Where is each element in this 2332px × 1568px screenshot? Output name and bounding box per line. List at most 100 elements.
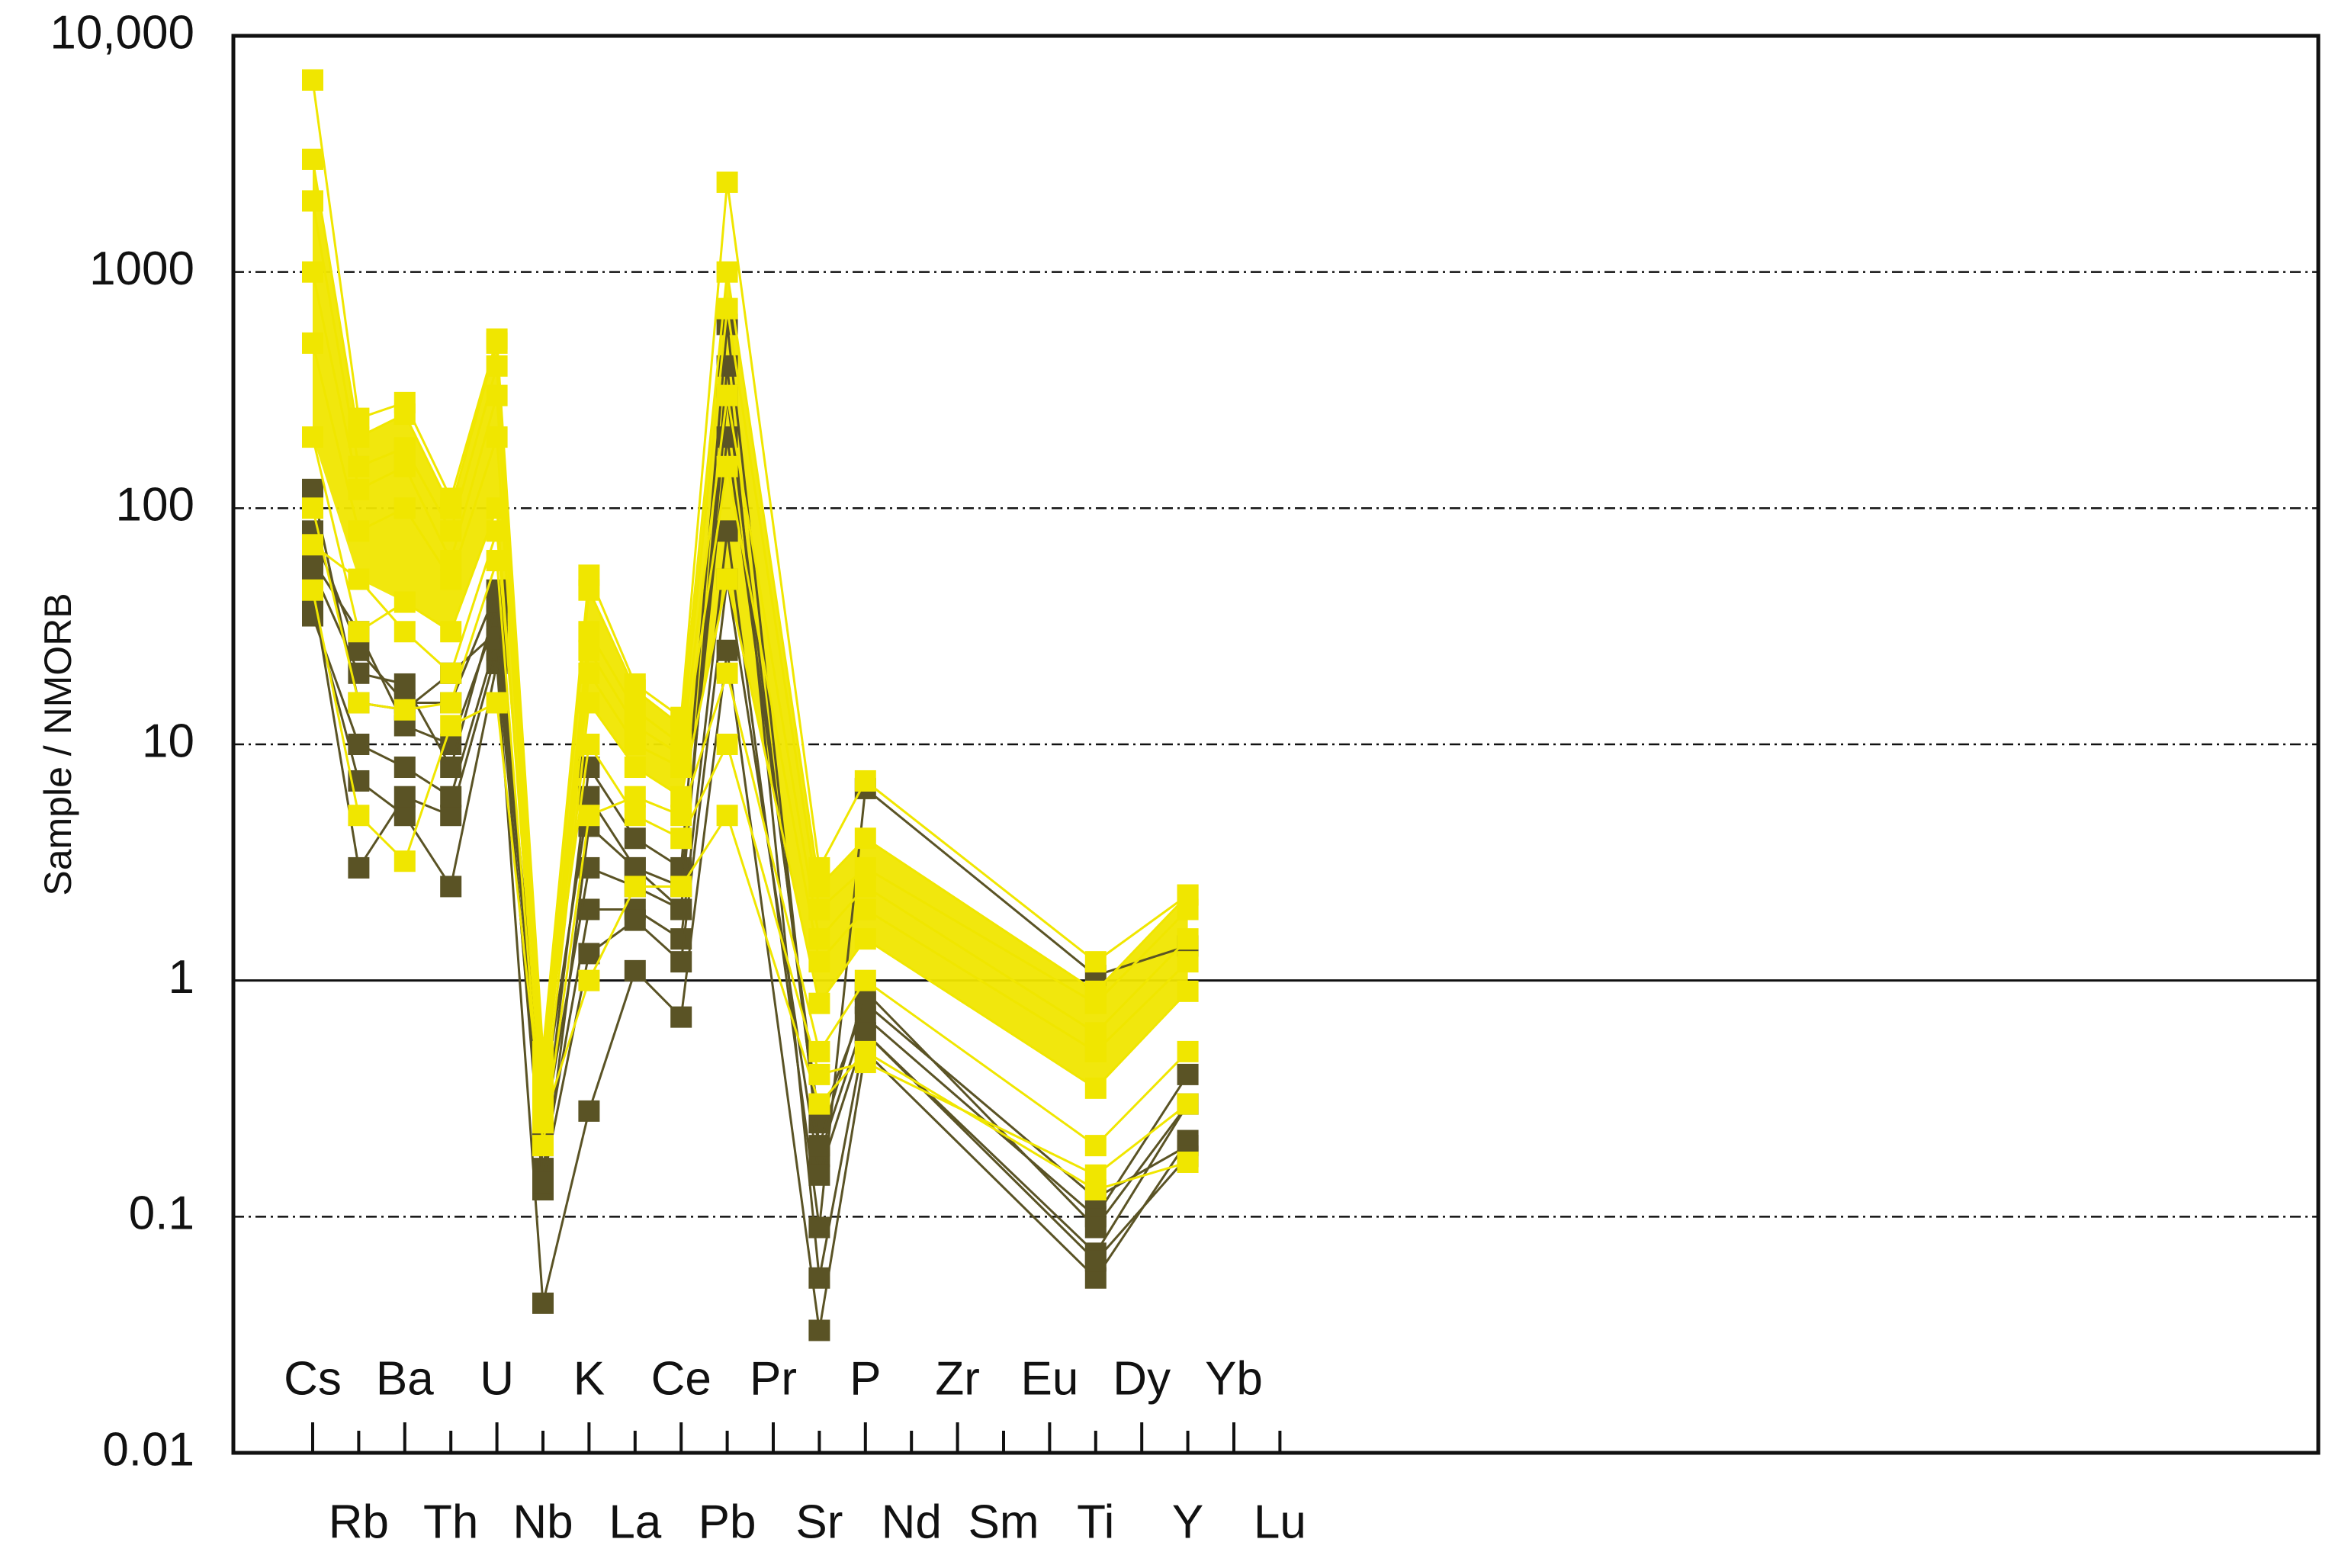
data-point-yellow — [670, 876, 692, 898]
data-point-yellow — [393, 850, 416, 872]
data-point-yellow — [716, 384, 738, 406]
data-point-dark — [1177, 1063, 1199, 1085]
data-point-yellow — [808, 1063, 830, 1085]
x-tick-label: Th — [423, 1496, 478, 1548]
y-tick-label: 1 — [169, 951, 194, 1004]
data-bands — [313, 159, 1188, 1104]
data-point-yellow — [393, 621, 416, 643]
y-tick-label: 0.01 — [102, 1423, 194, 1476]
x-tick-label: Y — [1172, 1496, 1203, 1548]
data-point-dark — [670, 898, 692, 921]
data-point-yellow — [348, 621, 370, 643]
data-point-yellow — [854, 928, 876, 950]
y-axis-label: Sample / NMORB — [37, 593, 79, 895]
x-tick-label: Rb — [329, 1496, 389, 1548]
data-point-dark — [670, 928, 692, 950]
x-tick-label: Ba — [376, 1352, 434, 1405]
x-tick-label: Ti — [1077, 1496, 1114, 1548]
data-point-dark — [348, 856, 370, 879]
data-point-yellow — [1177, 951, 1199, 973]
y-tick-label: 10,000 — [50, 6, 194, 59]
data-point-yellow — [348, 478, 370, 500]
data-point-yellow — [486, 332, 508, 354]
y-axis-ticks: 10,000 1000 100 10 1 0.1 0.01 — [50, 6, 194, 1476]
data-point-yellow — [532, 1112, 554, 1134]
data-point-dark — [1084, 1250, 1107, 1272]
data-point-yellow — [1084, 1077, 1107, 1099]
data-point-yellow — [578, 579, 600, 601]
x-tick-label: Cs — [284, 1352, 342, 1405]
data-point-dark — [348, 639, 370, 661]
data-point-dark — [393, 673, 416, 695]
data-point-yellow — [716, 171, 738, 193]
data-point-yellow — [716, 568, 738, 590]
data-point-dark — [302, 558, 323, 580]
data-point-dark — [808, 1135, 830, 1157]
data-point-dark — [716, 520, 738, 542]
data-point-yellow — [716, 734, 738, 755]
x-tick-label: K — [573, 1352, 605, 1405]
data-point-yellow — [440, 715, 462, 737]
data-point-yellow — [302, 497, 323, 519]
data-point-yellow — [440, 662, 462, 684]
data-point-yellow — [486, 520, 508, 542]
data-point-yellow — [578, 805, 600, 827]
data-point-yellow — [854, 770, 876, 792]
data-point-yellow — [1177, 898, 1199, 921]
data-point-yellow — [440, 568, 462, 590]
data-point-yellow — [624, 734, 646, 755]
data-point-yellow — [1084, 1022, 1107, 1044]
data-point-yellow — [486, 692, 508, 714]
data-point-yellow — [302, 261, 323, 283]
data-point-yellow — [393, 591, 416, 613]
data-point-yellow — [624, 876, 646, 898]
data-point-dark — [670, 951, 692, 973]
data-point-dark — [808, 1267, 830, 1289]
data-point-yellow — [578, 639, 600, 661]
data-point-yellow — [578, 692, 600, 714]
plot-frame — [231, 34, 2321, 1455]
data-point-yellow — [716, 297, 738, 320]
data-point-yellow — [624, 757, 646, 779]
data-point-dark — [624, 959, 646, 982]
data-point-yellow — [302, 579, 323, 601]
data-point-dark — [624, 909, 646, 931]
y-tick-label: 0.1 — [129, 1187, 194, 1240]
data-point-yellow — [578, 969, 600, 991]
x-tick-label: Pr — [750, 1352, 797, 1405]
data-point-dark — [440, 876, 462, 898]
data-point-yellow — [302, 534, 323, 556]
data-point-yellow — [624, 805, 646, 827]
y-tick-label: 100 — [116, 479, 194, 532]
x-tick-label: Nd — [882, 1496, 942, 1548]
x-tick-label: Pb — [699, 1496, 756, 1548]
data-point-yellow — [440, 621, 462, 643]
x-tick-label: Zr — [935, 1352, 980, 1405]
data-point-dark — [393, 786, 416, 808]
data-point-yellow — [348, 568, 370, 590]
data-point-yellow — [1084, 1164, 1107, 1186]
data-point-yellow — [486, 497, 508, 519]
axes — [231, 34, 2321, 1455]
y-tick-label: 10 — [142, 715, 194, 767]
data-point-yellow — [1084, 992, 1107, 1014]
data-point-dark — [348, 734, 370, 755]
data-point-dark — [670, 1006, 692, 1028]
data-point-yellow — [532, 1135, 554, 1157]
data-point-yellow — [486, 384, 508, 406]
data-point-yellow — [578, 734, 600, 755]
data-point-yellow — [1084, 1135, 1107, 1157]
data-point-yellow — [1177, 980, 1199, 1002]
data-point-yellow — [1177, 1151, 1199, 1173]
data-point-dark — [624, 827, 646, 850]
x-tick-label: Sm — [968, 1496, 1039, 1548]
x-tick-label: P — [850, 1352, 881, 1405]
data-point-yellow — [348, 520, 370, 542]
data-point-yellow — [716, 455, 738, 477]
data-point-dark — [440, 805, 462, 827]
data-point-yellow — [578, 621, 600, 643]
data-point-dark — [808, 1164, 830, 1186]
data-point-dark — [808, 1319, 830, 1341]
data-point-yellow — [1084, 951, 1107, 973]
